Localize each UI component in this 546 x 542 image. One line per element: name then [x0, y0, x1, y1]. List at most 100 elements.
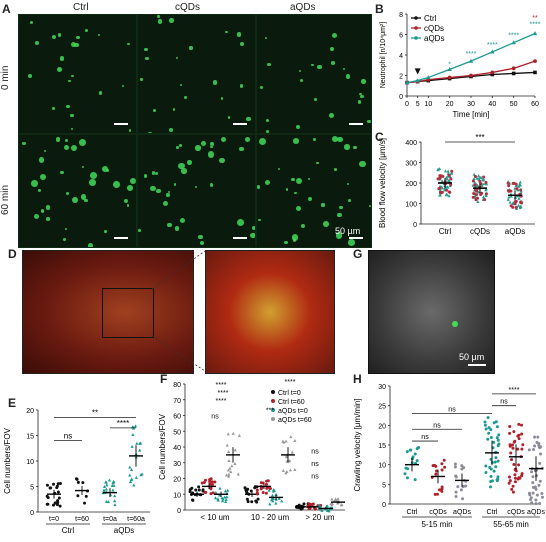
data-point [102, 488, 106, 492]
data-point [261, 490, 265, 494]
data-point [415, 459, 419, 463]
data-point [233, 448, 237, 452]
data-point [447, 194, 451, 198]
cell-blob [180, 84, 183, 87]
data-point [513, 202, 517, 206]
data-point [513, 480, 517, 484]
data-point [438, 193, 442, 197]
data-point [490, 479, 494, 483]
data-point [289, 435, 293, 439]
data-point [293, 468, 297, 472]
data-point [53, 501, 57, 505]
data-point [477, 190, 481, 194]
data-point [440, 462, 444, 466]
scale-bar [114, 123, 128, 125]
x-tick-label: 20 [446, 101, 454, 108]
cell-blob [84, 198, 88, 203]
data-point [290, 450, 294, 454]
data-point [486, 416, 490, 420]
cell-blob [346, 74, 351, 79]
data-point [454, 490, 458, 494]
data-point [533, 59, 537, 64]
legend-marker [271, 417, 275, 421]
data-point [479, 193, 483, 197]
panel-c-letter: C [375, 130, 384, 144]
data-point [508, 200, 512, 204]
y-tick-label: 300 [405, 161, 417, 168]
data-point [225, 495, 229, 499]
cell-blob [98, 91, 102, 95]
cell-blob [34, 41, 39, 46]
data-point [220, 496, 224, 500]
data-point [508, 425, 512, 429]
sig-label: **** [218, 390, 229, 397]
cell-blob [74, 42, 79, 48]
data-point [468, 58, 474, 63]
data-point [536, 435, 540, 439]
y-tick-label: 5 [382, 482, 386, 489]
col-label-cqds: cQDs [175, 2, 200, 13]
data-point [228, 466, 232, 470]
cell-blob [126, 204, 130, 208]
data-point [434, 472, 438, 476]
data-point [209, 492, 213, 496]
cell-blob [295, 124, 300, 129]
data-point [102, 484, 107, 488]
data-point [517, 463, 521, 467]
data-point [511, 205, 515, 209]
sig-label: ns [211, 414, 219, 421]
data-point [495, 425, 499, 429]
data-point [213, 480, 217, 484]
data-point [140, 472, 144, 476]
x-tick-label: aQDs [527, 509, 545, 516]
data-point [231, 431, 235, 435]
data-point [511, 490, 515, 494]
group-label: 5-15 min [421, 520, 452, 529]
cell-blob [80, 194, 87, 200]
cell-blob [112, 181, 120, 188]
cell-blob [201, 140, 207, 146]
micrograph-d-zoom [205, 250, 335, 374]
cell-blob [104, 230, 107, 233]
micrograph-aqds-0 [256, 14, 372, 134]
data-point [518, 183, 523, 187]
data-point [484, 427, 488, 431]
panel-e-letter: E [8, 396, 17, 410]
data-point [440, 468, 444, 472]
data-point [447, 66, 452, 71]
data-point [483, 420, 487, 424]
data-point [243, 486, 247, 490]
sig-label: ns [311, 474, 319, 481]
scale-label-a: 50 µm [335, 226, 361, 236]
data-point [281, 468, 285, 472]
cell-blob [246, 116, 252, 122]
x-tick-label: 60 [531, 101, 539, 108]
data-point [447, 190, 451, 194]
data-point [531, 475, 535, 479]
data-point [404, 466, 408, 470]
data-point [135, 441, 139, 445]
data-point [445, 188, 449, 192]
cell-blob [51, 35, 56, 40]
data-point [438, 175, 442, 179]
data-point [256, 497, 260, 501]
data-point [516, 203, 521, 207]
data-point [474, 198, 478, 202]
data-point [264, 482, 268, 486]
micrograph-g [368, 250, 495, 374]
data-point [509, 189, 513, 193]
data-point [496, 477, 500, 481]
cell-blob [219, 157, 225, 164]
cell-blob [81, 166, 84, 169]
cell-blob [176, 146, 179, 149]
data-point [209, 487, 213, 491]
data-point [490, 49, 495, 54]
data-point [138, 448, 142, 452]
data-point [506, 181, 510, 185]
data-point [200, 481, 204, 485]
cell-blob [293, 138, 300, 144]
sig-label: *** [266, 407, 274, 414]
data-point [225, 443, 229, 447]
cell-blob [66, 192, 70, 196]
data-point [226, 450, 231, 454]
